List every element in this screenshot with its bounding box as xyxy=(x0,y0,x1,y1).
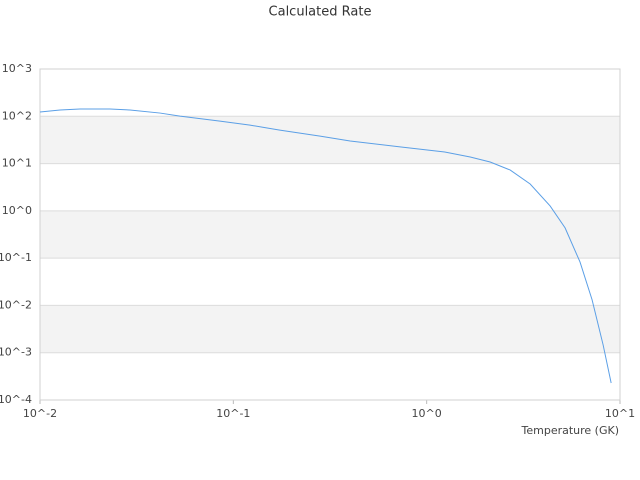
plot-border xyxy=(39,68,621,401)
x-tick-label: 10^1 xyxy=(605,407,635,420)
chart-title: Calculated Rate xyxy=(269,5,372,20)
y-tick-label: 10^-4 xyxy=(0,393,32,406)
x-axis-label: Temperature (GK) xyxy=(521,424,620,437)
x-tick-label: 10^-2 xyxy=(23,407,57,420)
y-tick-label: 10^-3 xyxy=(0,346,32,359)
y-tick-label: 10^0 xyxy=(2,204,32,217)
y-tick-label: 10^-2 xyxy=(0,298,32,311)
x-tick-label: 10^0 xyxy=(412,407,442,420)
y-tick-label: 10^3 xyxy=(2,62,32,75)
x-tick-label: 10^-1 xyxy=(216,407,250,420)
line xyxy=(39,108,612,384)
grid-band xyxy=(40,305,620,353)
grid-band xyxy=(40,116,620,164)
grid-band xyxy=(40,210,620,259)
y-tick-label: 10^2 xyxy=(2,109,32,122)
y-tick-label: 10^1 xyxy=(2,157,32,170)
y-tick-label: 10^-1 xyxy=(0,251,32,264)
